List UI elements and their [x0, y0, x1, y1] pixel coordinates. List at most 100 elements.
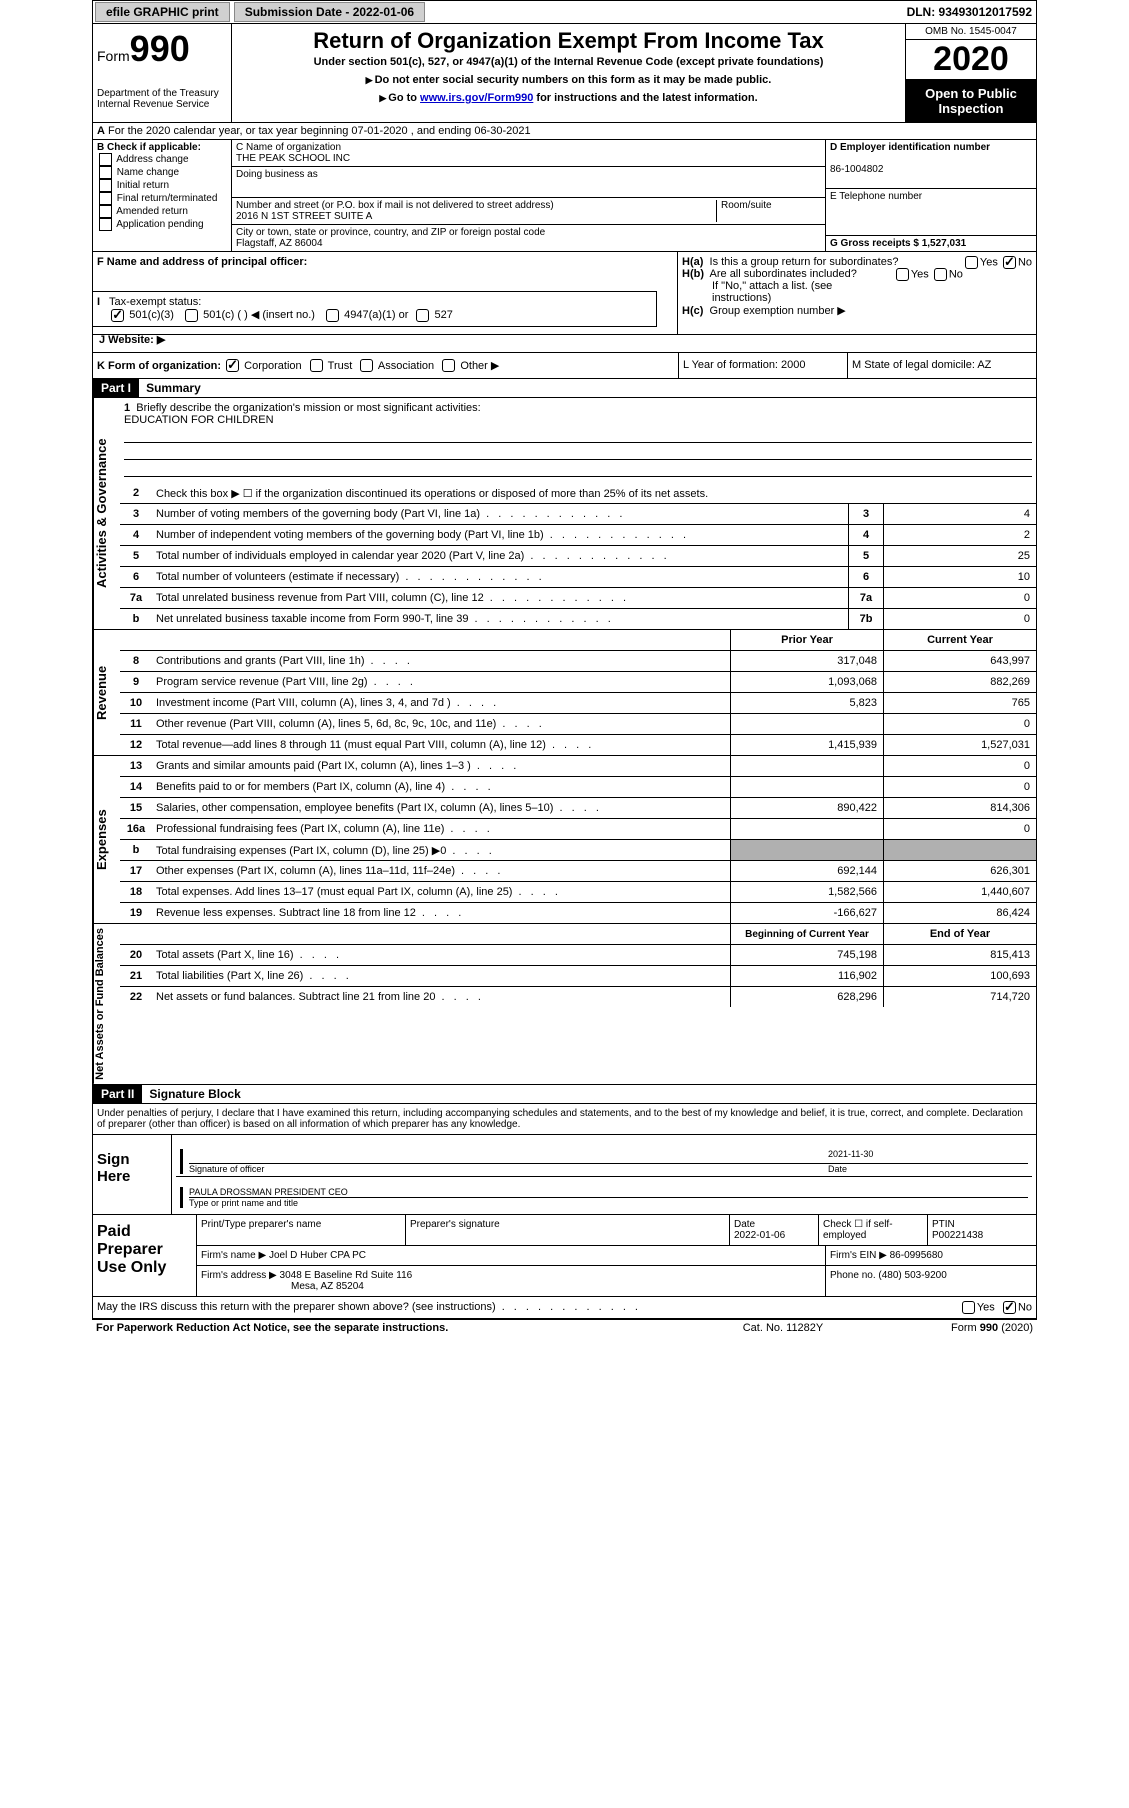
- corp-check[interactable]: Corporation: [244, 360, 301, 372]
- state-domicile: M State of legal domicile: AZ: [848, 353, 1036, 379]
- principal-officer-label: F Name and address of principal officer:: [97, 256, 307, 268]
- check-self-label[interactable]: Check ☐ if self-employed: [819, 1215, 928, 1245]
- netassets-section: Net Assets or Fund Balances Beginning of…: [92, 924, 1037, 1085]
- 501c-check[interactable]: 501(c) ( ) ◀ (insert no.): [203, 309, 315, 321]
- section-bcd: B Check if applicable: Address change Na…: [92, 140, 1037, 251]
- table-row: 21Total liabilities (Part X, line 26)116…: [120, 966, 1036, 987]
- 527-check[interactable]: 527: [435, 309, 453, 321]
- table-row: 7aTotal unrelated business revenue from …: [120, 588, 1036, 609]
- part2-title: Signature Block: [145, 1085, 244, 1103]
- mission-label: Briefly describe the organization's miss…: [136, 402, 480, 414]
- check-final-return[interactable]: Final return/terminated: [117, 193, 218, 204]
- efile-print-button[interactable]: efile GRAPHIC print: [95, 2, 230, 22]
- year-formation: L Year of formation: 2000: [679, 353, 848, 379]
- irs-label: Internal Revenue Service: [97, 99, 227, 110]
- table-row: 9Program service revenue (Part VIII, lin…: [120, 672, 1036, 693]
- check-application-pending[interactable]: Application pending: [116, 219, 203, 230]
- table-row: 11Other revenue (Part VIII, column (A), …: [120, 714, 1036, 735]
- room-label: Room/suite: [721, 200, 772, 211]
- part1-badge: Part I: [93, 379, 139, 397]
- table-row: 10Investment income (Part VIII, column (…: [120, 693, 1036, 714]
- ssn-note: Do not enter social security numbers on …: [240, 74, 897, 86]
- table-row: bTotal fundraising expenses (Part IX, co…: [120, 840, 1036, 861]
- discuss-row: May the IRS discuss this return with the…: [92, 1297, 1037, 1319]
- line2-desc: Check this box ▶ ☐ if the organization d…: [152, 485, 1036, 502]
- begin-year-header: Beginning of Current Year: [730, 924, 883, 944]
- hb-label: Are all subordinates included?: [710, 268, 857, 280]
- line-a: A For the 2020 calendar year, or tax yea…: [92, 123, 1037, 140]
- table-row: 16aProfessional fundraising fees (Part I…: [120, 819, 1036, 840]
- form-foot: Form 990 (2020): [883, 1322, 1033, 1334]
- cat-no: Cat. No. 11282Y: [683, 1322, 883, 1334]
- org-name-label: C Name of organization: [236, 142, 341, 153]
- omb-number: OMB No. 1545-0047: [906, 24, 1036, 40]
- sign-here-label: Sign Here: [93, 1135, 172, 1214]
- type-name-label: Type or print name and title: [189, 1198, 298, 1208]
- 501c3-check[interactable]: 501(c)(3): [129, 309, 174, 321]
- firm-addr1: 3048 E Baseline Rd Suite 116: [280, 1270, 413, 1281]
- check-amended[interactable]: Amended return: [116, 206, 188, 217]
- prep-date-label: Date: [734, 1219, 755, 1230]
- hc-label: Group exemption number ▶: [710, 305, 846, 317]
- governance-sidebar: Activities & Governance: [93, 398, 120, 629]
- signature-block: Under penalties of perjury, I declare th…: [92, 1104, 1037, 1297]
- firm-name: Joel D Huber CPA PC: [269, 1250, 366, 1261]
- table-row: 18Total expenses. Add lines 13–17 (must …: [120, 882, 1036, 903]
- firm-addr-label: Firm's address ▶: [201, 1270, 277, 1281]
- dln-label: DLN: 93493012017592: [903, 5, 1036, 19]
- form990-link[interactable]: www.irs.gov/Form990: [420, 92, 533, 104]
- paperwork-notice: For Paperwork Reduction Act Notice, see …: [96, 1322, 683, 1334]
- ptin-value: P00221438: [932, 1230, 983, 1241]
- table-row: bNet unrelated business taxable income f…: [120, 609, 1036, 629]
- firm-name-label: Firm's name ▶: [201, 1250, 266, 1261]
- table-row: 3Number of voting members of the governi…: [120, 504, 1036, 525]
- table-row: 15Salaries, other compensation, employee…: [120, 798, 1036, 819]
- check-address-change[interactable]: Address change: [116, 154, 188, 165]
- declaration-text: Under penalties of perjury, I declare th…: [93, 1104, 1036, 1134]
- instructions-note: Go to www.irs.gov/Form990 for instructio…: [240, 92, 897, 104]
- ein-value: 86-1004802: [830, 164, 883, 175]
- open-public-badge: Open to Public Inspection: [906, 80, 1036, 122]
- trust-check[interactable]: Trust: [328, 360, 353, 372]
- table-row: 6Total number of volunteers (estimate if…: [120, 567, 1036, 588]
- sig-officer-label: Signature of officer: [189, 1164, 264, 1174]
- firm-ein-label: Firm's EIN ▶: [830, 1250, 887, 1261]
- other-check[interactable]: Other ▶: [460, 360, 499, 372]
- form-title: Return of Organization Exempt From Incom…: [240, 28, 897, 54]
- officer-name: PAULA DROSSMAN PRESIDENT CEO: [189, 1187, 1028, 1198]
- sig-date: 2021-11-30: [828, 1149, 1028, 1164]
- city-label: City or town, state or province, country…: [236, 227, 545, 238]
- expenses-sidebar: Expenses: [93, 756, 120, 923]
- street-label: Number and street (or P.O. box if mail i…: [236, 200, 554, 211]
- check-name-change[interactable]: Name change: [117, 167, 179, 178]
- revenue-sidebar: Revenue: [93, 630, 120, 755]
- revenue-section: Revenue Prior Year Current Year 8Contrib…: [92, 630, 1037, 756]
- section-b-title: B Check if applicable:: [97, 142, 201, 153]
- firm-addr2: Mesa, AZ 85204: [201, 1281, 364, 1292]
- phone-label: E Telephone number: [830, 191, 922, 202]
- part2-badge: Part II: [93, 1085, 142, 1103]
- prep-date: 2022-01-06: [734, 1230, 785, 1241]
- submission-date-button[interactable]: Submission Date - 2022-01-06: [234, 2, 425, 22]
- assoc-check[interactable]: Association: [378, 360, 434, 372]
- table-row: 22Net assets or fund balances. Subtract …: [120, 987, 1036, 1007]
- form-org-label: K Form of organization:: [97, 360, 221, 372]
- ein-label: D Employer identification number: [830, 142, 990, 153]
- part2-header-row: Part II Signature Block: [92, 1085, 1037, 1104]
- 4947-check[interactable]: 4947(a)(1) or: [344, 309, 408, 321]
- table-row: 4Number of independent voting members of…: [120, 525, 1036, 546]
- check-initial-return[interactable]: Initial return: [117, 180, 169, 191]
- table-row: 5Total number of individuals employed in…: [120, 546, 1036, 567]
- prep-sig-label: Preparer's signature: [406, 1215, 730, 1245]
- footer-row: For Paperwork Reduction Act Notice, see …: [92, 1319, 1037, 1336]
- tax-year: 2020: [906, 40, 1036, 80]
- mission-text: EDUCATION FOR CHILDREN: [124, 414, 274, 426]
- table-row: 14Benefits paid to or for members (Part …: [120, 777, 1036, 798]
- end-year-header: End of Year: [883, 924, 1036, 944]
- ptin-label: PTIN: [932, 1219, 955, 1230]
- org-name: THE PEAK SCHOOL INC: [236, 153, 350, 164]
- firm-phone: (480) 503-9200: [878, 1270, 946, 1281]
- part1-title: Summary: [142, 379, 205, 397]
- netassets-sidebar: Net Assets or Fund Balances: [93, 924, 120, 1084]
- date-label: Date: [828, 1164, 847, 1174]
